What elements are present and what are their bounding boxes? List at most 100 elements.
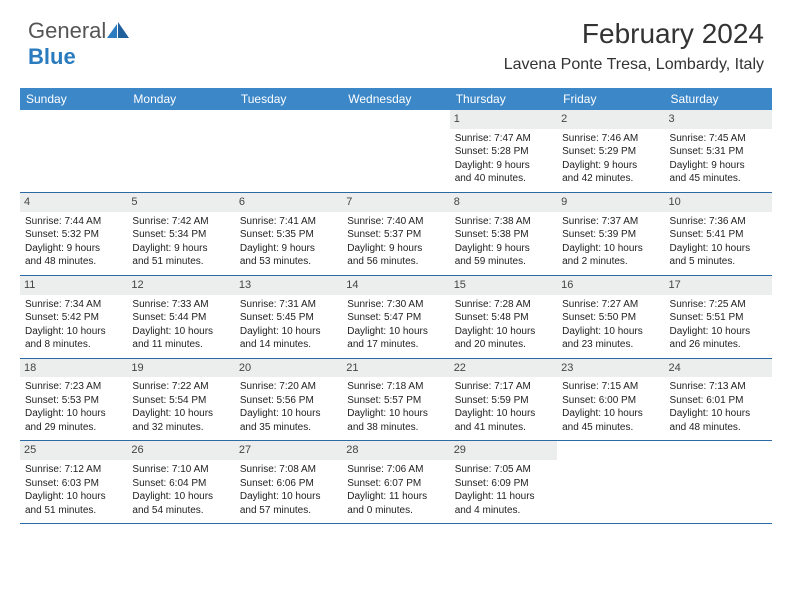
day-detail-line: and 26 minutes. xyxy=(670,338,767,352)
day-detail-line: and 23 minutes. xyxy=(562,338,659,352)
day-number: 22 xyxy=(450,359,557,378)
day-detail-line: Sunset: 5:50 PM xyxy=(562,311,659,325)
day-cell: 27 Sunrise: 7:08 AMSunset: 6:06 PMDayligh… xyxy=(235,441,342,523)
day-detail-line: Sunset: 5:54 PM xyxy=(132,394,229,408)
weekday-header: Tuesday xyxy=(235,88,342,110)
day-number: 9 xyxy=(557,193,664,212)
day-detail-line: Daylight: 10 hours xyxy=(670,325,767,339)
day-detail-line: Sunset: 5:29 PM xyxy=(562,145,659,159)
day-number: 11 xyxy=(20,276,127,295)
day-detail-line: Daylight: 10 hours xyxy=(25,407,122,421)
day-detail-line: Daylight: 9 hours xyxy=(455,242,552,256)
day-number: 17 xyxy=(665,276,772,295)
day-detail-line: and 59 minutes. xyxy=(455,255,552,269)
day-detail-line: and 42 minutes. xyxy=(562,172,659,186)
day-detail-line: Sunrise: 7:27 AM xyxy=(562,298,659,312)
day-number: 27 xyxy=(235,441,342,460)
day-detail-line: Daylight: 11 hours xyxy=(455,490,552,504)
month-title: February 2024 xyxy=(504,18,764,50)
day-cell: 3Sunrise: 7:45 AMSunset: 5:31 PMDaylight… xyxy=(665,110,772,192)
weekday-header: Saturday xyxy=(665,88,772,110)
day-detail-line: and 17 minutes. xyxy=(347,338,444,352)
day-cell: 20Sunrise: 7:20 AMSunset: 5:56 PMDayligh… xyxy=(235,359,342,441)
day-cell: 25Sunrise: 7:12 AMSunset: 6:03 PMDayligh… xyxy=(20,441,127,523)
day-number: 4 xyxy=(20,193,127,212)
day-number: 14 xyxy=(342,276,449,295)
day-detail-line: Sunset: 5:44 PM xyxy=(132,311,229,325)
day-detail-line: Sunrise: 7:38 AM xyxy=(455,215,552,229)
day-cell: . xyxy=(235,110,342,192)
day-detail-line: Sunset: 6:09 PM xyxy=(455,477,552,491)
day-detail-line: Sunset: 5:38 PM xyxy=(455,228,552,242)
day-detail-line: Daylight: 10 hours xyxy=(455,407,552,421)
weekday-header-row: Sunday Monday Tuesday Wednesday Thursday… xyxy=(20,88,772,110)
day-detail-line: Sunrise: 7:41 AM xyxy=(240,215,337,229)
day-detail-line: Sunrise: 7:13 AM xyxy=(670,380,767,394)
week-row: 11Sunrise: 7:34 AMSunset: 5:42 PMDayligh… xyxy=(20,276,772,359)
day-detail-line: Sunrise: 7:36 AM xyxy=(670,215,767,229)
day-detail-line: Sunrise: 7:30 AM xyxy=(347,298,444,312)
day-detail-line: and 45 minutes. xyxy=(562,421,659,435)
week-row: 4Sunrise: 7:44 AMSunset: 5:32 PMDaylight… xyxy=(20,193,772,276)
day-detail-line: and 48 minutes. xyxy=(670,421,767,435)
day-detail-line: and 53 minutes. xyxy=(240,255,337,269)
day-detail-line: Sunrise: 7:08 AM xyxy=(240,463,337,477)
day-detail-line: Sunrise: 7:37 AM xyxy=(562,215,659,229)
day-detail-line: Daylight: 10 hours xyxy=(240,407,337,421)
day-cell: 26Sunrise: 7:10 AMSunset: 6:04 PMDayligh… xyxy=(127,441,234,523)
day-detail-line: Sunset: 6:04 PM xyxy=(132,477,229,491)
day-detail-line: Daylight: 10 hours xyxy=(347,407,444,421)
day-detail-line: Daylight: 10 hours xyxy=(670,407,767,421)
day-detail-line: Sunrise: 7:12 AM xyxy=(25,463,122,477)
day-detail-line: and 40 minutes. xyxy=(455,172,552,186)
day-detail-line: and 51 minutes. xyxy=(132,255,229,269)
day-detail-line: Daylight: 9 hours xyxy=(670,159,767,173)
day-detail-line: Sunset: 5:35 PM xyxy=(240,228,337,242)
day-cell: 9Sunrise: 7:37 AMSunset: 5:39 PMDaylight… xyxy=(557,193,664,275)
day-detail-line: Daylight: 9 hours xyxy=(455,159,552,173)
day-detail-line: Sunrise: 7:28 AM xyxy=(455,298,552,312)
day-detail-line: and 8 minutes. xyxy=(25,338,122,352)
brand-text: General Blue xyxy=(28,18,129,70)
week-row: 25Sunrise: 7:12 AMSunset: 6:03 PMDayligh… xyxy=(20,441,772,524)
day-cell: 6Sunrise: 7:41 AMSunset: 5:35 PMDaylight… xyxy=(235,193,342,275)
day-detail-line: Sunset: 5:51 PM xyxy=(670,311,767,325)
day-number: 29 xyxy=(450,441,557,460)
day-detail-line: and 54 minutes. xyxy=(132,504,229,518)
day-detail-line: Sunset: 5:39 PM xyxy=(562,228,659,242)
day-detail-line: Sunset: 5:47 PM xyxy=(347,311,444,325)
day-detail-line: and 11 minutes. xyxy=(132,338,229,352)
day-detail-line: Sunrise: 7:45 AM xyxy=(670,132,767,146)
day-detail-line: Sunset: 5:48 PM xyxy=(455,311,552,325)
weekday-header: Friday xyxy=(557,88,664,110)
day-number: 5 xyxy=(127,193,234,212)
day-number: 23 xyxy=(557,359,664,378)
day-detail-line: and 20 minutes. xyxy=(455,338,552,352)
day-detail-line: Sunrise: 7:18 AM xyxy=(347,380,444,394)
day-number: 3 xyxy=(665,110,772,129)
day-detail-line: Sunset: 6:00 PM xyxy=(562,394,659,408)
day-cell: 14Sunrise: 7:30 AMSunset: 5:47 PMDayligh… xyxy=(342,276,449,358)
day-cell: . xyxy=(342,110,449,192)
day-detail-line: Sunrise: 7:34 AM xyxy=(25,298,122,312)
day-detail-line: and 57 minutes. xyxy=(240,504,337,518)
day-detail-line: Sunrise: 7:47 AM xyxy=(455,132,552,146)
day-detail-line: Sunset: 6:06 PM xyxy=(240,477,337,491)
day-cell: 23Sunrise: 7:15 AMSunset: 6:00 PMDayligh… xyxy=(557,359,664,441)
day-detail-line: Daylight: 10 hours xyxy=(240,490,337,504)
day-detail-line: Sunrise: 7:20 AM xyxy=(240,380,337,394)
header: General Blue February 2024 Lavena Ponte … xyxy=(0,0,792,80)
day-detail-line: Sunset: 5:28 PM xyxy=(455,145,552,159)
day-cell: 18Sunrise: 7:23 AMSunset: 5:53 PMDayligh… xyxy=(20,359,127,441)
day-detail-line: and 4 minutes. xyxy=(455,504,552,518)
day-detail-line: Sunrise: 7:31 AM xyxy=(240,298,337,312)
day-detail-line: Sunset: 6:01 PM xyxy=(670,394,767,408)
day-detail-line: and 0 minutes. xyxy=(347,504,444,518)
day-cell: 17Sunrise: 7:25 AMSunset: 5:51 PMDayligh… xyxy=(665,276,772,358)
day-number: 2 xyxy=(557,110,664,129)
day-detail-line: Daylight: 10 hours xyxy=(25,325,122,339)
day-cell: . xyxy=(665,441,772,523)
day-detail-line: and 35 minutes. xyxy=(240,421,337,435)
day-detail-line: Daylight: 10 hours xyxy=(132,407,229,421)
day-detail-line: and 45 minutes. xyxy=(670,172,767,186)
